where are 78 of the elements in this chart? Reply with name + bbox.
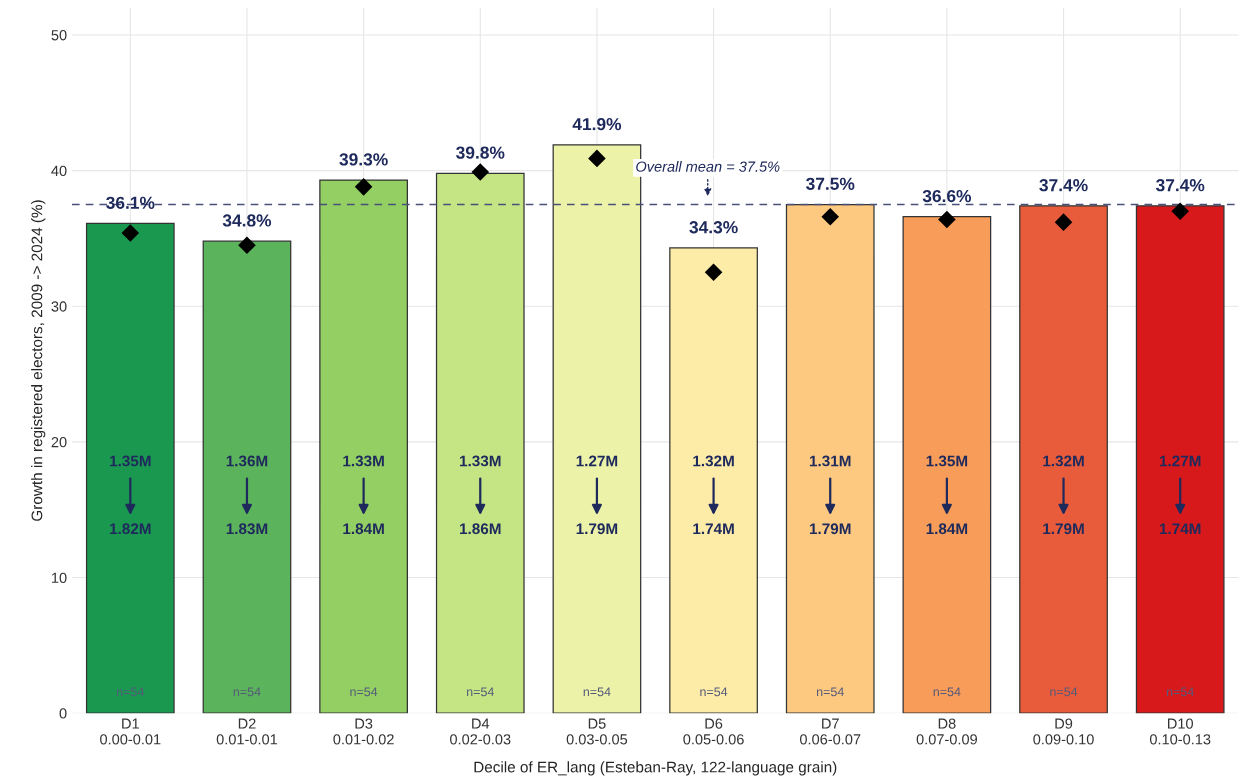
x-tick-label: D5 0.03-0.05 bbox=[566, 718, 628, 745]
y-tick-label: 50 bbox=[51, 30, 67, 41]
point bbox=[821, 207, 840, 226]
annotation: n=54 bbox=[933, 687, 961, 697]
y-tick-label: 20 bbox=[51, 436, 67, 448]
annotation: 1.33M bbox=[343, 455, 384, 467]
annotation: n=54 bbox=[700, 687, 728, 697]
data-label: 34.3% bbox=[689, 221, 738, 234]
point bbox=[471, 163, 490, 181]
annotation: 1.32M bbox=[693, 455, 734, 467]
bar bbox=[1019, 205, 1108, 714]
bar bbox=[319, 179, 408, 714]
annotation: 1.35M bbox=[926, 455, 968, 467]
point bbox=[704, 263, 723, 282]
annotation: 1.79M bbox=[576, 523, 618, 535]
y-tick-label: 30 bbox=[51, 301, 67, 312]
x-tick-label: D4 0.02-0.03 bbox=[450, 718, 511, 745]
data-label: 36.1% bbox=[106, 196, 155, 209]
annotation: 1.86M bbox=[460, 523, 501, 535]
annotation: n=54 bbox=[117, 687, 145, 697]
annotation: 1.27M bbox=[1159, 455, 1201, 467]
point bbox=[121, 224, 140, 242]
point bbox=[1171, 202, 1189, 221]
bar bbox=[85, 222, 175, 714]
y-tick-label: 10 bbox=[52, 572, 67, 583]
bar bbox=[785, 203, 875, 714]
x-axis-title: Decile of ER_lang (Esteban-Ray, 122-language grain) bbox=[474, 761, 837, 776]
y-axis-title: Growth in registered electors, 2009 -> 2024 (%) bbox=[31, 200, 46, 521]
annotation: 1.74M bbox=[1159, 523, 1201, 535]
bar bbox=[435, 172, 525, 714]
data-label: 37.5% bbox=[806, 177, 855, 190]
data-label: 39.3% bbox=[339, 153, 388, 166]
data-label: 39.8% bbox=[456, 146, 505, 159]
annotation: 1.84M bbox=[926, 523, 968, 535]
point bbox=[1054, 213, 1073, 231]
annotation: 1.82M bbox=[110, 523, 151, 535]
ref-line-label: Overall mean = 37.5% bbox=[636, 161, 780, 172]
annotation: 1.33M bbox=[460, 455, 501, 467]
x-tick-label: D2 0.01-0.01 bbox=[216, 718, 278, 745]
point bbox=[238, 236, 256, 254]
x-tick-label: D1 0.00-0.01 bbox=[100, 718, 161, 745]
annotation: 1.79M bbox=[809, 523, 851, 535]
y-tick-label: 0 bbox=[59, 708, 67, 719]
annotation: n=54 bbox=[350, 687, 378, 697]
annotation: 1.84M bbox=[343, 523, 384, 535]
bar bbox=[1135, 205, 1225, 714]
annotation: 1.79M bbox=[1043, 523, 1084, 535]
x-tick-label: D8 0.07-0.09 bbox=[916, 718, 978, 745]
point bbox=[354, 178, 373, 196]
data-label: 36.6% bbox=[922, 189, 972, 203]
bar bbox=[669, 247, 758, 714]
annotation: n=54 bbox=[816, 687, 844, 697]
y-tick-label: 40 bbox=[51, 165, 67, 177]
x-tick-label: D9 0.09-0.10 bbox=[1033, 718, 1094, 745]
bar bbox=[902, 216, 992, 714]
annotation: 1.32M bbox=[1043, 455, 1084, 467]
x-tick-label: D6 0.05-0.06 bbox=[683, 718, 744, 745]
point bbox=[938, 210, 956, 229]
data-label: 41.9% bbox=[572, 117, 622, 131]
data-label: 37.4% bbox=[1039, 179, 1088, 192]
annotation: 1.36M bbox=[226, 455, 268, 467]
x-tick-label: D3 0.01-0.02 bbox=[333, 718, 394, 745]
annotation: n=54 bbox=[583, 687, 611, 697]
annotation: n=54 bbox=[233, 687, 261, 697]
data-label: 37.4% bbox=[1155, 179, 1205, 192]
annotation: 1.27M bbox=[576, 455, 618, 467]
annotation: 1.74M bbox=[693, 523, 734, 535]
annotation: 1.83M bbox=[226, 523, 268, 535]
data-label: 34.8% bbox=[222, 214, 272, 227]
bar bbox=[202, 240, 292, 714]
annotation: n=54 bbox=[1050, 687, 1078, 697]
x-tick-label: D7 0.06-0.07 bbox=[799, 718, 861, 745]
annotation: 1.35M bbox=[110, 455, 151, 467]
annotation: n=54 bbox=[1166, 687, 1194, 697]
annotation: 1.31M bbox=[809, 455, 851, 467]
x-tick-label: D10 0.10-0.13 bbox=[1149, 718, 1211, 745]
annotation: n=54 bbox=[467, 687, 494, 697]
point bbox=[588, 149, 606, 168]
